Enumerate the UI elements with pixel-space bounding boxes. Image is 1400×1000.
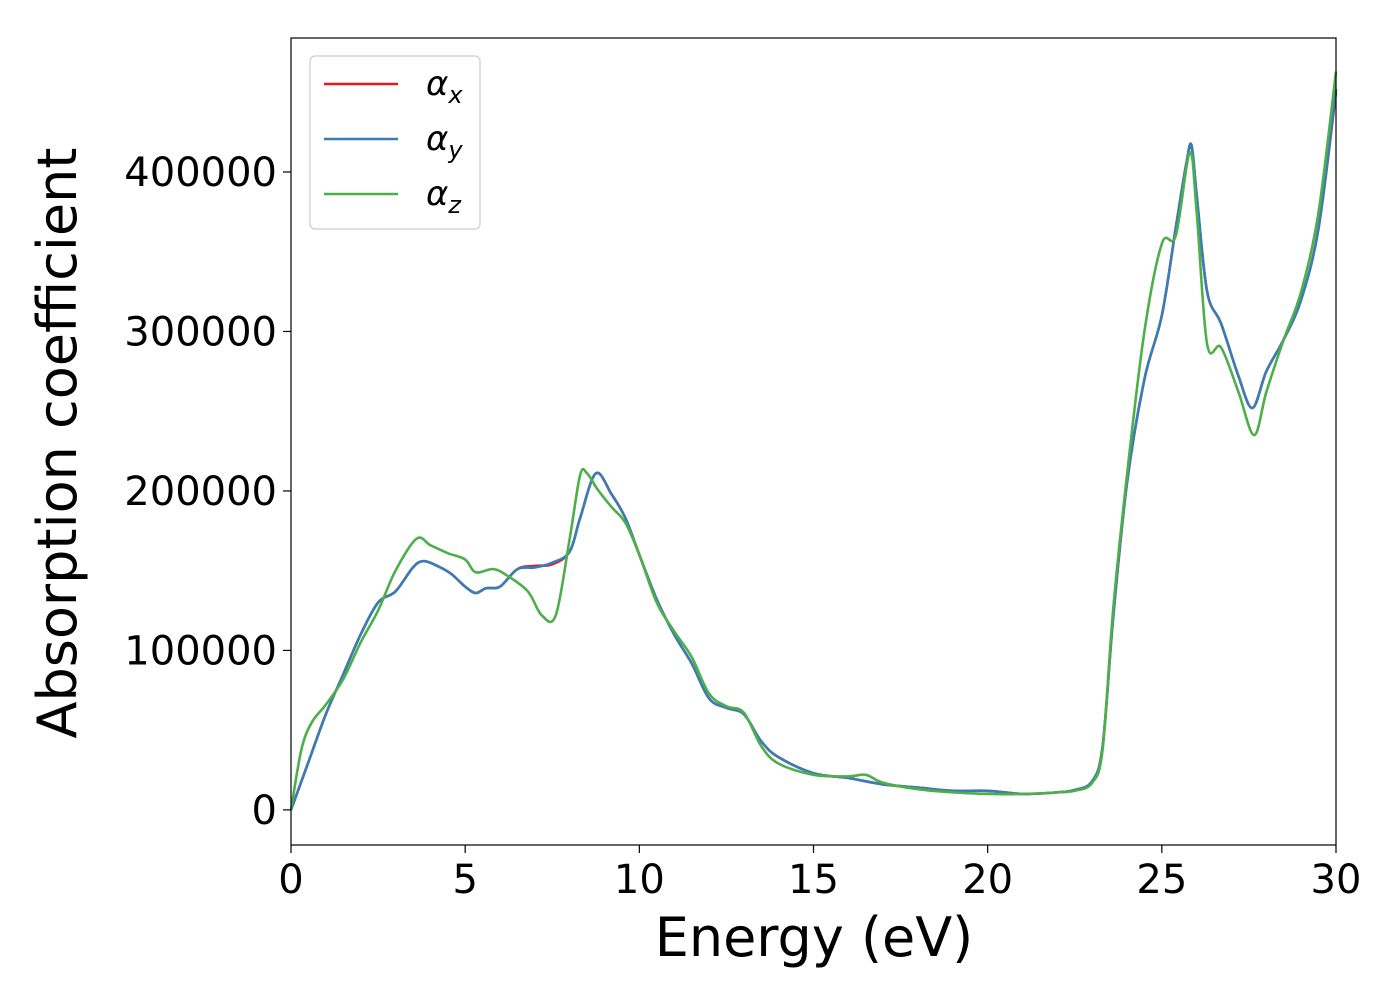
series-layer	[289, 71, 1338, 811]
y-tick-label: 0	[252, 788, 277, 834]
legend-box	[309, 55, 481, 230]
x-tick-label: 15	[788, 857, 839, 903]
y-tick-label: 400000	[124, 150, 277, 196]
legend-label-z: αz	[426, 174, 462, 219]
x-axis-title: Energy (eV)	[655, 906, 974, 969]
x-axis: 0 5 10 15 20 25 30	[278, 845, 1361, 903]
legend-items: αx αy αz	[324, 64, 463, 219]
y-tick-label: 300000	[124, 309, 277, 355]
x-tick-label: 5	[452, 857, 477, 903]
legend-label-y: αy	[426, 119, 463, 164]
x-tick-label: 10	[614, 857, 665, 903]
x-tick-label: 20	[962, 857, 1013, 903]
x-tick-label: 30	[1311, 857, 1362, 903]
legend: αx αy αz	[309, 55, 481, 230]
y-axis-title: Absorption coefficient	[26, 148, 89, 739]
series-line-alpha-z	[289, 71, 1338, 811]
y-axis: 0 100000 200000 300000 400000	[124, 150, 291, 834]
legend-label-x: αx	[426, 64, 463, 109]
x-tick-label: 0	[278, 857, 303, 903]
x-tick-label: 25	[1136, 857, 1187, 903]
y-tick-label: 100000	[124, 628, 277, 674]
y-tick-label: 200000	[124, 469, 277, 515]
